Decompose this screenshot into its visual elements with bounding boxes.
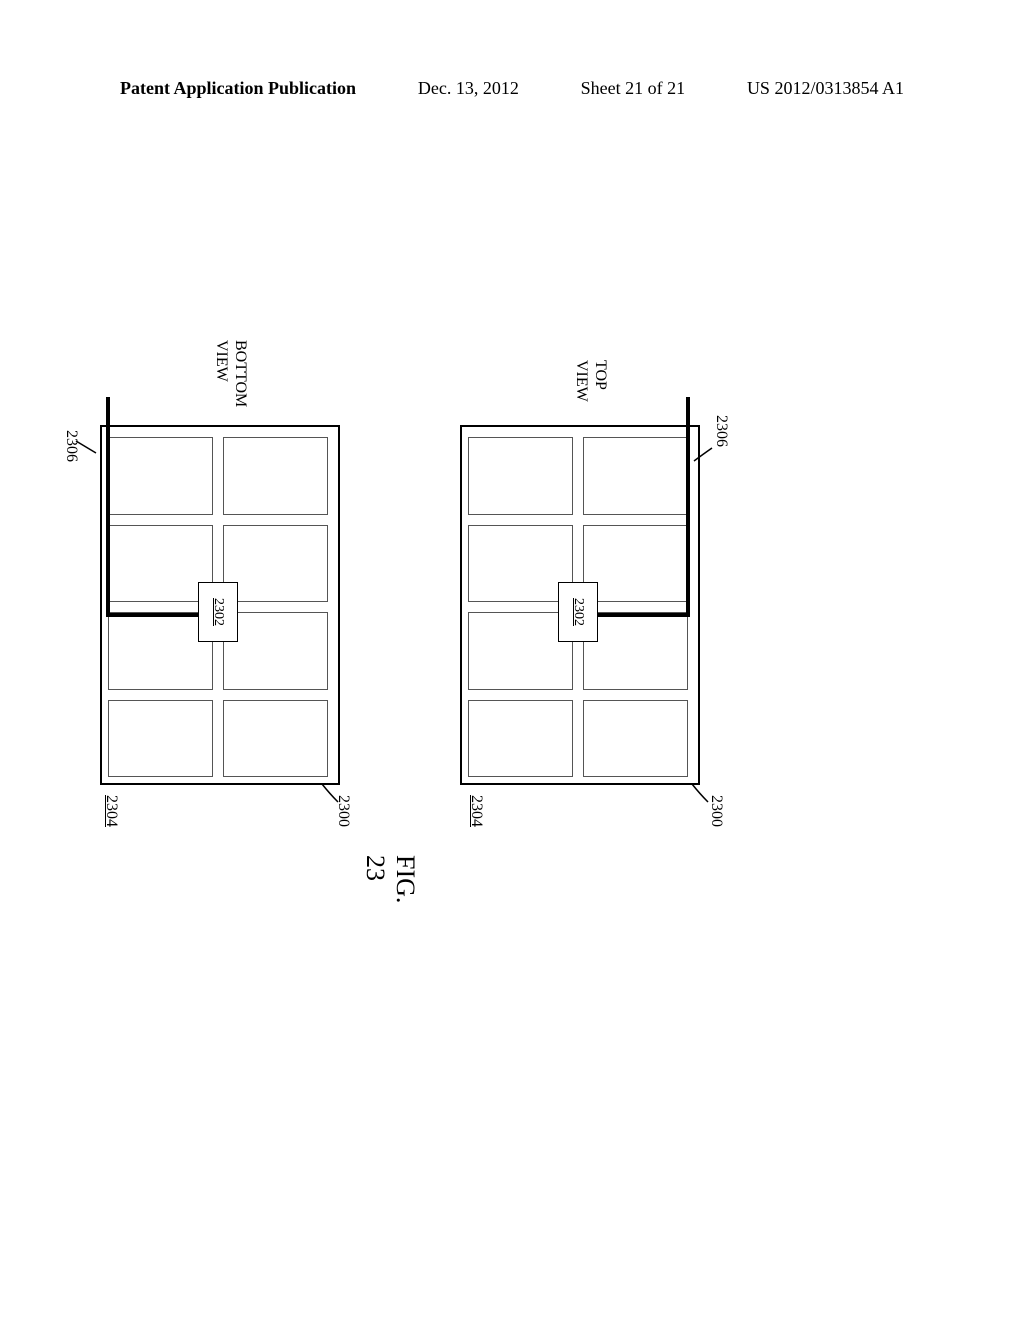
leader-line	[680, 780, 710, 810]
cell	[108, 437, 213, 515]
publication-number: US 2012/0313854 A1	[747, 78, 904, 99]
leader-line	[70, 437, 100, 467]
cell	[223, 700, 328, 778]
antenna-trace	[584, 613, 690, 617]
antenna-trace	[106, 613, 204, 617]
cell	[223, 437, 328, 515]
antenna-trace	[686, 397, 690, 617]
cell	[468, 700, 573, 778]
cell	[108, 700, 213, 778]
figure-caption: FIG. 23	[360, 855, 420, 903]
top-view-label: TOP VIEW	[572, 360, 610, 402]
ref-2304-bottom: 2304	[102, 795, 120, 827]
cell	[468, 437, 573, 515]
cell	[583, 700, 688, 778]
leader-line	[684, 443, 714, 473]
component-2302: 2302	[558, 582, 598, 642]
cell	[583, 437, 688, 515]
cell	[223, 525, 328, 603]
ref-2304-top: 2304	[467, 795, 485, 827]
cell	[583, 612, 688, 690]
top-view-panel: 2302	[460, 425, 700, 785]
patent-header: Patent Application Publication Dec. 13, …	[0, 78, 1024, 99]
cell	[223, 612, 328, 690]
sheet-number: Sheet 21 of 21	[581, 78, 685, 99]
figure-23: 2302 TOP VIEW 2306 2300 2304 2302 BOTTOM…	[40, 375, 700, 845]
publication-date: Dec. 13, 2012	[418, 78, 519, 99]
bottom-view-label: BOTTOM VIEW	[212, 340, 250, 407]
ref-2306-top: 2306	[712, 415, 730, 447]
ref-2302: 2302	[570, 598, 586, 626]
leader-line	[310, 780, 340, 810]
ref-2302: 2302	[210, 598, 226, 626]
cell	[583, 525, 688, 603]
antenna-trace	[106, 397, 110, 617]
bottom-view-panel: 2302	[100, 425, 340, 785]
component-2302: 2302	[198, 582, 238, 642]
publication-label: Patent Application Publication	[120, 78, 356, 99]
